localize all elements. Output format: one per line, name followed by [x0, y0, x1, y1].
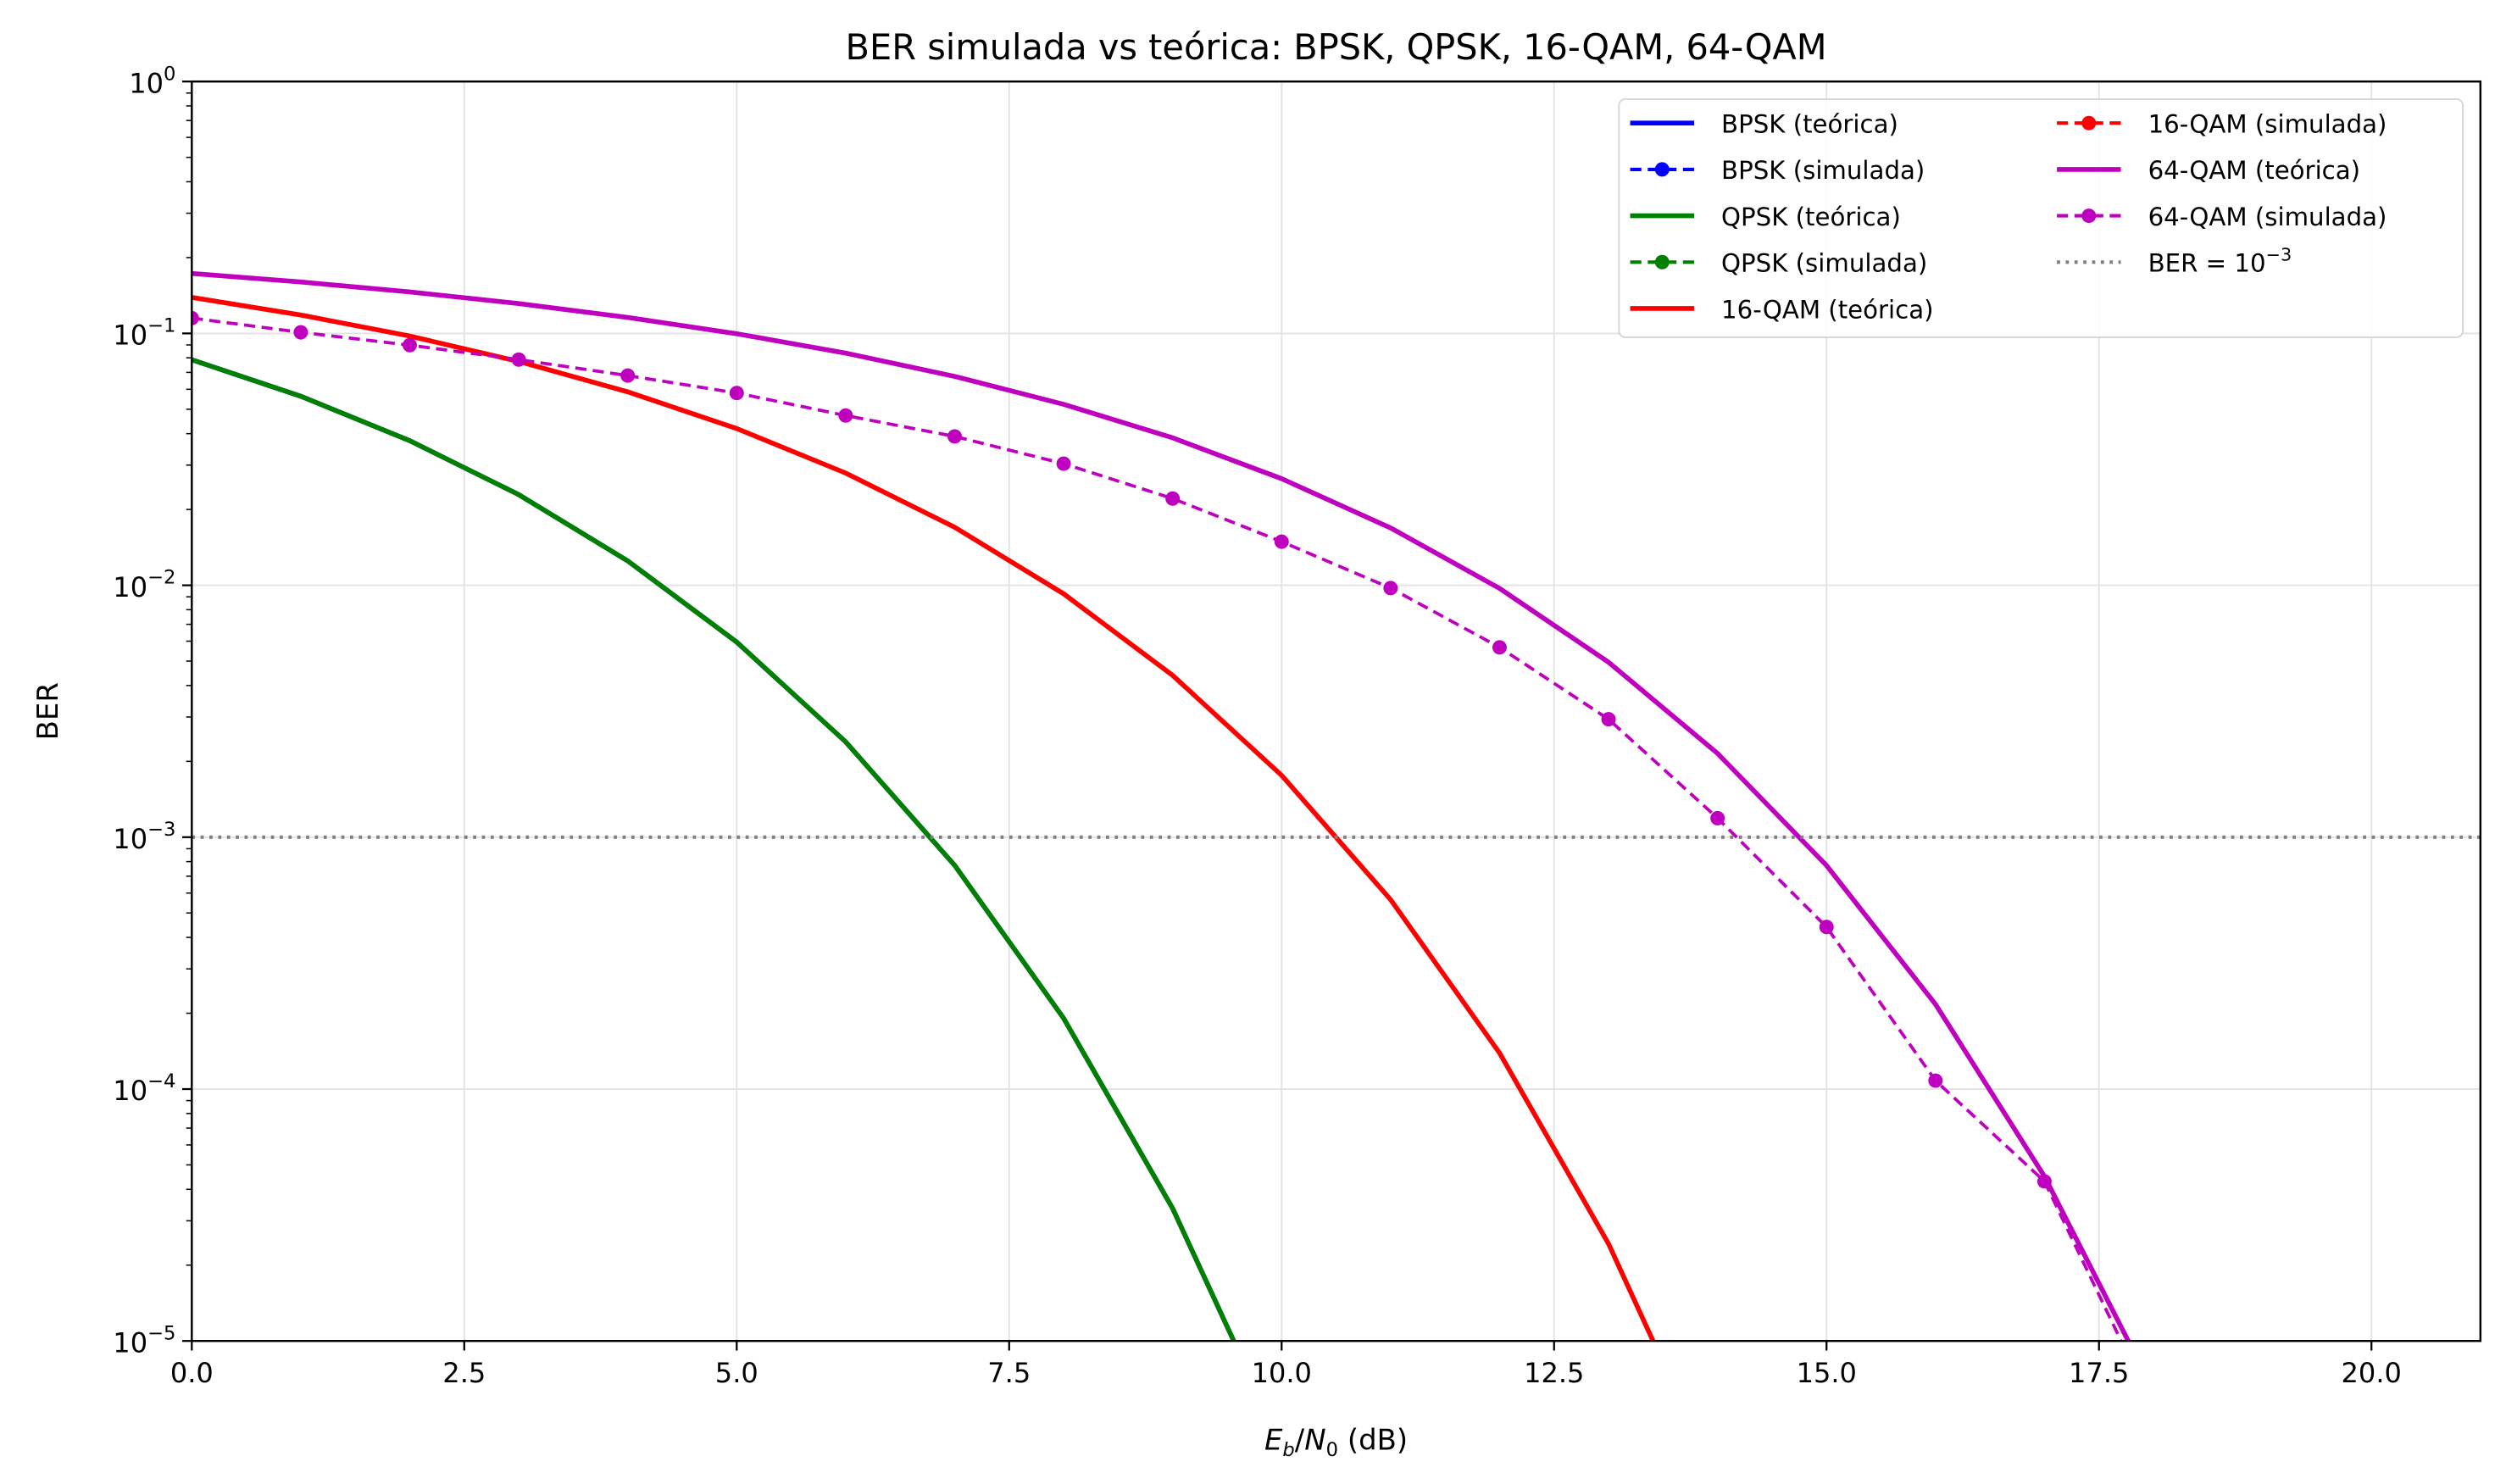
series-line-64-qam-simulada- [192, 316, 2123, 1342]
series-line-16-qam-te-rica- [192, 295, 1656, 1342]
legend-label: QPSK (teórica) [1721, 203, 1901, 231]
legend-label: BPSK (teórica) [1721, 110, 1898, 139]
x-tick-label: 7.5 [987, 1357, 1031, 1389]
series-line-qpsk-te-rica- [192, 357, 1236, 1342]
y-tick-label: 10−5 [113, 1322, 175, 1359]
x-tick-label: 2.5 [442, 1357, 486, 1389]
data-point [1710, 810, 1725, 825]
legend-swatch [1630, 162, 1694, 177]
data-point [511, 352, 526, 367]
legend-marker [1654, 162, 1670, 177]
x-tick-label: 5.0 [715, 1357, 758, 1389]
x-tick-label: 15.0 [1797, 1357, 1857, 1389]
legend-marker [2081, 208, 2097, 224]
legend-swatch [2057, 115, 2121, 131]
legend-marker [1654, 254, 1670, 270]
data-point [1601, 712, 1616, 727]
axes-frame [191, 80, 2482, 1342]
y-tick-label: 10−1 [113, 314, 175, 351]
legend-label: 16-QAM (teórica) [1721, 295, 1934, 324]
data-point [2036, 1174, 2052, 1189]
x-tick-label: 12.5 [1524, 1357, 1584, 1389]
data-point [1492, 640, 1507, 655]
chart-title: BER simulada vs teórica: BPSK, QPSK, 16-… [846, 26, 1827, 68]
data-point [1928, 1073, 1943, 1088]
data-point [293, 325, 308, 340]
plot-area [192, 270, 2481, 1415]
y-axis-label: BER [31, 682, 65, 740]
y-tick-label: 10−4 [113, 1070, 175, 1107]
x-axis-label: Eb/N0 (dB) [1264, 1423, 1408, 1461]
legend-label: 64-QAM (teórica) [2148, 156, 2361, 185]
legend-label: 64-QAM (simulada) [2148, 203, 2387, 231]
legend-label: BER = 10−3 [2148, 244, 2292, 277]
y-tick-label: 100 [129, 63, 175, 99]
legend-label: BPSK (simulada) [1721, 156, 1925, 185]
data-point [403, 337, 417, 353]
legend-label: 16-QAM (simulada) [2148, 110, 2387, 139]
data-point [947, 429, 962, 444]
legend-box [1618, 97, 2464, 338]
series-group [192, 270, 2481, 1415]
legend: BPSK (teórica) BPSK (simulada) QPSK (teóri… [1618, 97, 2464, 338]
data-point [1819, 920, 1834, 935]
legend-swatch [2057, 208, 2121, 224]
legend-marker [2081, 115, 2097, 131]
series-line-64-qam-te-rica- [192, 270, 2131, 1342]
legend-swatch [1630, 254, 1694, 270]
y-tick-label: 10−2 [113, 567, 175, 603]
y-tick-label: 10−3 [113, 819, 175, 855]
x-tick-label: 10.0 [1252, 1357, 1312, 1389]
data-point [1274, 534, 1289, 549]
ticks: 0.0 2.5 5.0 7.5 10.0 12.5 15.0 17.5 20.0 100 10−1 1… [113, 63, 2402, 1389]
data-point [729, 386, 744, 401]
x-tick-label: 20.0 [2342, 1357, 2402, 1389]
data-point [620, 368, 636, 383]
data-point [838, 408, 853, 423]
data-point [1056, 456, 1071, 471]
data-point [1165, 491, 1181, 506]
legend-label: QPSK (simulada) [1721, 249, 1927, 278]
data-point [2147, 1401, 2161, 1415]
x-tick-label: 17.5 [2069, 1357, 2129, 1389]
data-point [192, 310, 199, 325]
x-tick-label: 0.0 [170, 1357, 214, 1389]
data-point [1383, 581, 1398, 596]
